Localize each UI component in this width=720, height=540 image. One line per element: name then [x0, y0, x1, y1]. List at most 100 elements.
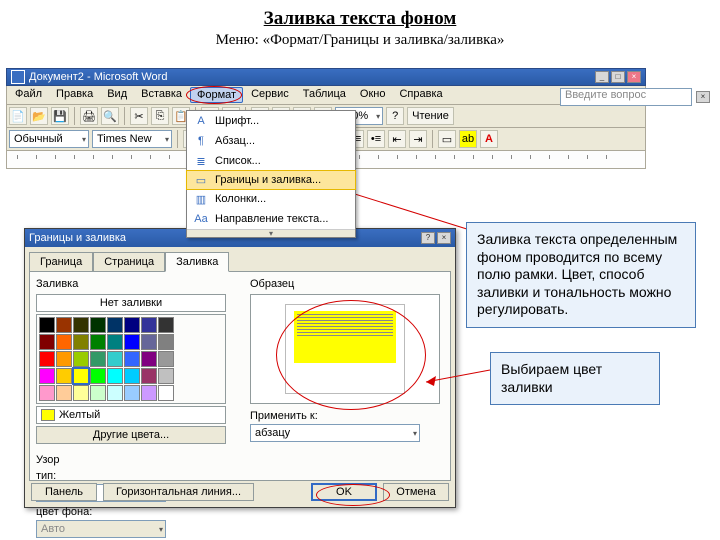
color-swatch[interactable]	[90, 334, 106, 350]
color-swatch[interactable]	[107, 317, 123, 333]
color-swatch[interactable]	[56, 368, 72, 384]
dd-paragraph[interactable]: ¶Абзац...	[187, 131, 355, 151]
menu-view[interactable]: Вид	[101, 87, 133, 103]
color-swatch[interactable]	[39, 385, 55, 401]
menu-file[interactable]: Файл	[9, 87, 48, 103]
color-swatch[interactable]	[141, 334, 157, 350]
color-swatch[interactable]	[39, 317, 55, 333]
pattern-color-combo: Авто	[36, 520, 166, 538]
dialog-help-button[interactable]: ?	[421, 232, 435, 244]
more-colors-button[interactable]: Другие цвета...	[36, 426, 226, 444]
dd-columns[interactable]: ▥Колонки...	[187, 189, 355, 209]
color-swatch[interactable]	[158, 351, 174, 367]
color-swatch[interactable]	[73, 385, 89, 401]
tab-fill[interactable]: Заливка	[165, 252, 229, 272]
panel-button[interactable]: Панель	[31, 483, 97, 501]
style-combo[interactable]: Обычный	[9, 130, 89, 148]
color-swatch[interactable]	[73, 317, 89, 333]
menu-tools[interactable]: Сервис	[245, 87, 295, 103]
color-swatch[interactable]	[158, 385, 174, 401]
preview-label: Образец	[250, 278, 440, 290]
color-swatch[interactable]	[107, 351, 123, 367]
color-swatch[interactable]	[141, 368, 157, 384]
apply-label: Применить к:	[250, 410, 440, 422]
color-swatch[interactable]	[73, 368, 89, 384]
save-icon[interactable]: 💾	[51, 107, 69, 125]
color-swatch[interactable]	[90, 385, 106, 401]
bullets-icon[interactable]: •≡	[367, 130, 385, 148]
dd-text-direction[interactable]: AaНаправление текста...	[187, 209, 355, 229]
menu-edit[interactable]: Правка	[50, 87, 99, 103]
color-swatch[interactable]	[158, 334, 174, 350]
tab-page[interactable]: Страница	[93, 252, 165, 272]
question-box: Введите вопрос ×	[560, 88, 710, 106]
new-doc-icon[interactable]: 📄	[9, 107, 27, 125]
dialog-close-button[interactable]: ×	[437, 232, 451, 244]
maximize-button[interactable]: □	[611, 71, 625, 83]
ok-button[interactable]: OK	[311, 483, 377, 501]
color-swatch[interactable]	[56, 351, 72, 367]
minimize-button[interactable]: _	[595, 71, 609, 83]
selected-color-row: Желтый	[36, 406, 226, 424]
menu-insert[interactable]: Вставка	[135, 87, 188, 103]
color-swatch[interactable]	[158, 317, 174, 333]
color-swatch[interactable]	[124, 351, 140, 367]
menu-format[interactable]: Формат	[190, 87, 243, 103]
color-swatch[interactable]	[124, 317, 140, 333]
menubar: Файл Правка Вид Вставка Формат Сервис Та…	[6, 86, 646, 105]
color-swatch[interactable]	[39, 334, 55, 350]
doc-close-button[interactable]: ×	[696, 91, 710, 103]
color-swatch[interactable]	[124, 385, 140, 401]
close-button[interactable]: ×	[627, 71, 641, 83]
color-swatch[interactable]	[73, 334, 89, 350]
color-swatch[interactable]	[107, 385, 123, 401]
color-swatch[interactable]	[107, 334, 123, 350]
indent-icon[interactable]: ⇥	[409, 130, 427, 148]
color-swatch[interactable]	[73, 351, 89, 367]
color-swatch[interactable]	[124, 334, 140, 350]
help-icon[interactable]: ?	[386, 107, 404, 125]
fill-label: Заливка	[36, 278, 226, 290]
outdent-icon[interactable]: ⇤	[388, 130, 406, 148]
color-swatch[interactable]	[90, 351, 106, 367]
columns-menu-icon: ▥	[193, 191, 209, 207]
no-fill-button[interactable]: Нет заливки	[36, 294, 226, 312]
dd-list[interactable]: ≣Список...	[187, 151, 355, 171]
preview-icon[interactable]: 🔍	[101, 107, 119, 125]
font-combo[interactable]: Times New	[92, 130, 172, 148]
tab-border[interactable]: Граница	[29, 252, 93, 272]
color-swatch[interactable]	[90, 368, 106, 384]
color-swatch[interactable]	[141, 385, 157, 401]
menu-table[interactable]: Таблица	[297, 87, 352, 103]
cancel-button[interactable]: Отмена	[383, 483, 449, 501]
borders-icon[interactable]: ▭	[438, 130, 456, 148]
print-icon[interactable]: 🖨	[80, 107, 98, 125]
font-color-icon[interactable]: A	[480, 130, 498, 148]
color-swatch[interactable]	[56, 385, 72, 401]
hline-button[interactable]: Горизонтальная линия...	[103, 483, 254, 501]
dd-borders-shading[interactable]: ▭Границы и заливка...	[186, 170, 356, 190]
dd-font[interactable]: AШрифт...	[187, 111, 355, 131]
preview-group: Образец Применить к: абзацу	[250, 278, 440, 442]
color-swatch[interactable]	[56, 334, 72, 350]
selected-color-chip	[41, 409, 55, 421]
menu-help[interactable]: Справка	[393, 87, 448, 103]
menu-window[interactable]: Окно	[354, 87, 392, 103]
cut-icon[interactable]: ✂	[130, 107, 148, 125]
color-swatch[interactable]	[56, 317, 72, 333]
dd-expand-icon[interactable]: ▾	[187, 229, 355, 237]
highlight-icon[interactable]: ab	[459, 130, 477, 148]
apply-combo[interactable]: абзацу	[250, 424, 420, 442]
color-swatch[interactable]	[124, 368, 140, 384]
color-swatch[interactable]	[90, 317, 106, 333]
color-swatch[interactable]	[107, 368, 123, 384]
color-swatch[interactable]	[141, 351, 157, 367]
open-icon[interactable]: 📂	[30, 107, 48, 125]
read-icon[interactable]: Чтение	[407, 107, 454, 125]
question-input[interactable]: Введите вопрос	[560, 88, 692, 106]
copy-icon[interactable]: ⎘	[151, 107, 169, 125]
color-swatch[interactable]	[39, 351, 55, 367]
color-swatch[interactable]	[141, 317, 157, 333]
color-swatch[interactable]	[158, 368, 174, 384]
color-swatch[interactable]	[39, 368, 55, 384]
